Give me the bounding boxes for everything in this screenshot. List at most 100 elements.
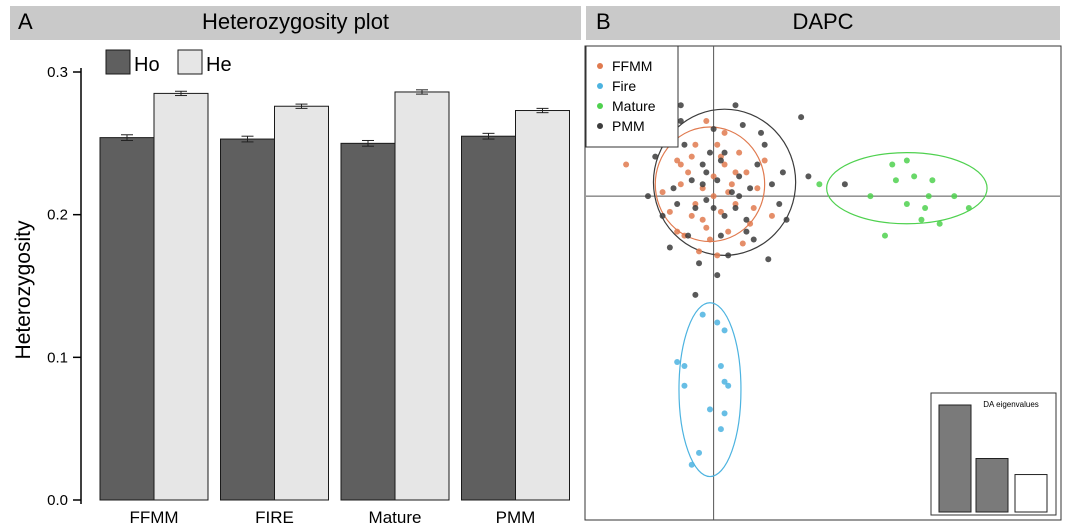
point-pmm-38 [644, 193, 651, 200]
legend-label-ffmm: FFMM [612, 58, 652, 74]
point-mature-6 [929, 177, 936, 184]
point-fire-6 [696, 449, 703, 456]
point-ffmm-14 [736, 149, 743, 156]
point-ffmm-36 [623, 161, 630, 168]
point-ffmm-35 [677, 161, 684, 168]
legend-marker-mature [597, 103, 603, 109]
point-pmm-25 [776, 201, 783, 207]
y-tick-label-0.3: 0.3 [47, 64, 68, 81]
bar-he-ffmm [153, 92, 209, 501]
panel-a-header: A Heterozygosity plot [10, 6, 581, 40]
point-fire-0 [674, 359, 681, 365]
y-tick-label-0.1: 0.1 [47, 349, 68, 366]
point-ffmm-16 [717, 208, 724, 215]
point-pmm-45 [703, 169, 710, 176]
legend-label-he: He [206, 54, 232, 76]
bar-he-fire [274, 105, 329, 501]
point-pmm-42 [674, 201, 681, 207]
y-axis-label: Heterozygosity [12, 220, 35, 359]
point-pmm-19 [725, 252, 732, 259]
point-pmm-33 [692, 291, 699, 298]
legend-swatch-ho [105, 49, 131, 75]
point-ffmm-11 [754, 185, 761, 192]
dapc-legend-box [585, 45, 679, 148]
bar-ho-pmm [461, 135, 516, 501]
point-pmm-29 [688, 177, 695, 184]
error-bar-he-ffmm [175, 90, 187, 97]
point-pmm-9 [659, 212, 666, 219]
point-pmm-40 [717, 157, 724, 164]
point-pmm-18 [739, 122, 746, 128]
point-pmm-0 [681, 141, 688, 148]
point-fire-3 [681, 382, 688, 389]
point-pmm-21 [754, 161, 761, 168]
point-pmm-16 [768, 181, 775, 188]
point-ffmm-34 [725, 189, 732, 196]
point-pmm-26 [706, 149, 713, 156]
point-pmm-1 [721, 149, 728, 156]
point-mature-1 [867, 193, 874, 200]
point-pmm-35 [732, 102, 739, 109]
point-fire-5 [717, 426, 724, 433]
point-pmm-17 [652, 153, 659, 160]
point-ffmm-8 [692, 201, 699, 207]
point-ffmm-27 [703, 224, 710, 231]
point-pmm-39 [699, 181, 706, 188]
panel-b-letter: B [596, 9, 611, 34]
point-pmm-48 [736, 193, 743, 200]
error-bar-he-fire [295, 103, 308, 109]
point-ffmm-10 [666, 208, 673, 215]
point-ffmm-33 [692, 141, 699, 148]
point-pmm-13 [685, 232, 692, 239]
x-tick-label-mature: Mature [369, 508, 422, 525]
point-pmm-28 [747, 185, 754, 192]
legend-marker-pmm [597, 123, 603, 129]
y-tick-label-0.0: 0.0 [47, 492, 68, 509]
ellipse-pmm [652, 108, 797, 256]
legend-label-fire: Fire [612, 78, 636, 94]
point-ffmm-6 [706, 236, 713, 243]
point-pmm-43 [758, 129, 765, 136]
point-pmm-30 [798, 114, 805, 121]
point-mature-9 [951, 193, 958, 200]
point-mature-4 [911, 173, 918, 180]
point-mature-3 [903, 157, 910, 164]
point-ffmm-7 [743, 169, 750, 176]
point-ffmm-9 [725, 228, 732, 235]
point-pmm-34 [714, 272, 721, 279]
point-ffmm-30 [717, 153, 724, 160]
point-fire-11 [681, 362, 688, 369]
point-pmm-20 [677, 118, 684, 125]
point-mature-5 [925, 193, 932, 200]
point-ffmm-1 [699, 216, 706, 223]
ellipse-mature [826, 152, 988, 225]
error-bar-ho-pmm [482, 132, 495, 140]
x-tick-label-fire: FIRE [255, 508, 294, 525]
point-pmm-4 [743, 216, 750, 223]
point-fire-9 [725, 382, 732, 389]
ellipse-fire [678, 302, 742, 478]
point-pmm-37 [765, 256, 772, 263]
eigenvalue-inset-title: DA eigenvalues [983, 400, 1039, 409]
error-bar-ho-fire [241, 135, 254, 143]
point-ffmm-12 [710, 173, 717, 180]
point-pmm-14 [714, 177, 721, 184]
point-ffmm-39 [714, 252, 721, 259]
panel-a-letter: A [18, 9, 33, 34]
point-fire-8 [721, 378, 728, 385]
legend-marker-fire [597, 83, 603, 89]
point-pmm-47 [663, 133, 670, 140]
point-fire-2 [714, 319, 721, 326]
point-pmm-15 [703, 197, 710, 204]
point-ffmm-29 [688, 212, 695, 219]
point-fire-4 [706, 406, 713, 413]
point-pmm-23 [732, 204, 739, 211]
point-mature-11 [918, 216, 925, 223]
error-bar-ho-mature [362, 139, 374, 147]
point-pmm-32 [677, 102, 684, 109]
point-pmm-7 [717, 232, 724, 239]
point-pmm-11 [699, 161, 706, 168]
heterozygosity-bar-chart: FFMM FIRE Mature PMM 0.0 0.1 0.2 0.3 Heterozygos… [12, 49, 570, 525]
point-mature-0 [816, 181, 823, 188]
point-pmm-6 [710, 125, 717, 132]
